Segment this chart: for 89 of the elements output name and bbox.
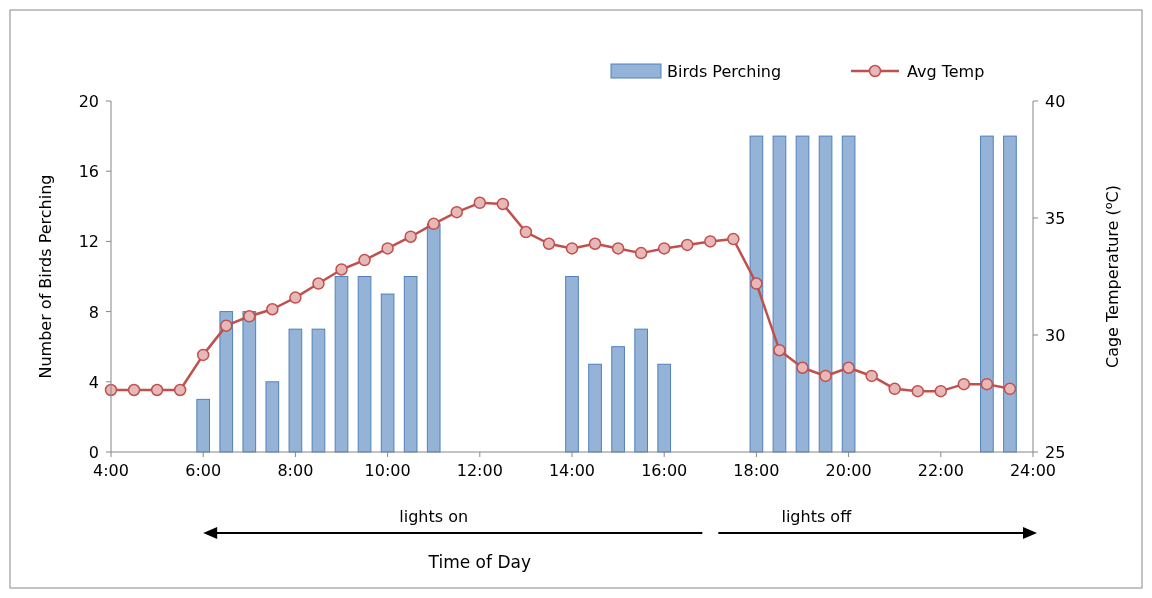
bar	[749, 135, 764, 453]
point	[681, 238, 694, 252]
bar	[403, 276, 418, 453]
y-tick-label: 0	[88, 443, 99, 462]
bar	[426, 223, 441, 453]
bar	[288, 328, 303, 453]
point	[842, 361, 855, 375]
bar	[588, 363, 602, 453]
bar	[634, 328, 648, 453]
point	[173, 383, 187, 397]
y-tick-label: 20	[78, 92, 99, 111]
point	[934, 384, 948, 398]
point	[565, 242, 579, 255]
point	[473, 196, 487, 210]
y2-tick-label: 35	[1045, 209, 1066, 228]
x-axis-title: Time of Day	[427, 552, 531, 572]
text: lights on	[399, 507, 469, 526]
point	[312, 277, 325, 290]
legend-label: Avg Temp	[907, 62, 985, 81]
point	[220, 319, 233, 332]
point	[196, 348, 210, 362]
point	[127, 383, 141, 397]
x-tick-label: 24:00	[1009, 461, 1057, 480]
point	[289, 291, 302, 304]
point	[335, 263, 348, 276]
point	[243, 310, 256, 323]
bar	[242, 311, 257, 453]
point	[588, 237, 602, 250]
x-tick-label: 10:00	[364, 461, 411, 480]
point	[450, 205, 463, 219]
y2-tick-label: 40	[1045, 92, 1066, 111]
point	[266, 303, 279, 316]
text: lights off	[781, 507, 853, 526]
point	[542, 237, 556, 250]
x-tick-label: 12:00	[456, 461, 503, 480]
point	[911, 384, 924, 398]
point	[796, 361, 809, 375]
point	[381, 242, 394, 255]
point	[704, 235, 717, 248]
x-tick-label: 8:00	[277, 461, 314, 480]
bar	[219, 311, 234, 453]
bar	[196, 398, 211, 453]
x-tick-label: 14:00	[548, 461, 596, 480]
point	[657, 242, 671, 255]
point	[773, 343, 786, 357]
bar	[772, 135, 787, 453]
y2-tick-label: 25	[1045, 443, 1066, 462]
point	[634, 246, 648, 260]
point	[750, 277, 763, 290]
point	[611, 242, 625, 255]
legend-label: Birds Perching	[667, 62, 782, 81]
x-tick-label: 22:00	[917, 461, 964, 480]
bar	[795, 135, 810, 453]
point	[150, 383, 164, 397]
y-tick-label: 8	[88, 302, 99, 322]
point	[865, 369, 878, 383]
point	[727, 232, 740, 246]
x-tick-label: 20:00	[825, 461, 872, 480]
x-tick-label: 16:00	[641, 461, 688, 480]
bar	[311, 328, 326, 453]
x-tick-label: 4:00	[93, 461, 129, 480]
bar	[841, 135, 856, 453]
point	[496, 197, 510, 211]
y-axis-title: Number of Birds Perching	[36, 174, 55, 379]
bar	[265, 381, 280, 453]
x-tick-label: 6:00	[185, 461, 222, 480]
bar	[357, 276, 372, 453]
point	[888, 382, 901, 396]
y-tick-label: 4	[88, 372, 99, 392]
point	[404, 230, 417, 243]
point	[819, 369, 832, 383]
bar	[818, 135, 833, 453]
bar	[611, 346, 625, 453]
bar	[334, 276, 349, 453]
bar	[565, 276, 579, 453]
x-tick-label: 18:00	[733, 461, 780, 480]
point	[358, 253, 371, 267]
bar	[980, 135, 994, 453]
point	[519, 225, 533, 239]
y-tick-label: 12	[78, 232, 99, 252]
bar	[1003, 135, 1017, 453]
bar	[380, 293, 395, 453]
bar	[657, 363, 672, 453]
y-tick-label: 16	[78, 162, 99, 182]
point	[427, 217, 440, 231]
point	[980, 377, 994, 391]
y2-tick-label: 30	[1045, 326, 1066, 345]
point	[957, 377, 971, 391]
point	[1003, 382, 1017, 396]
